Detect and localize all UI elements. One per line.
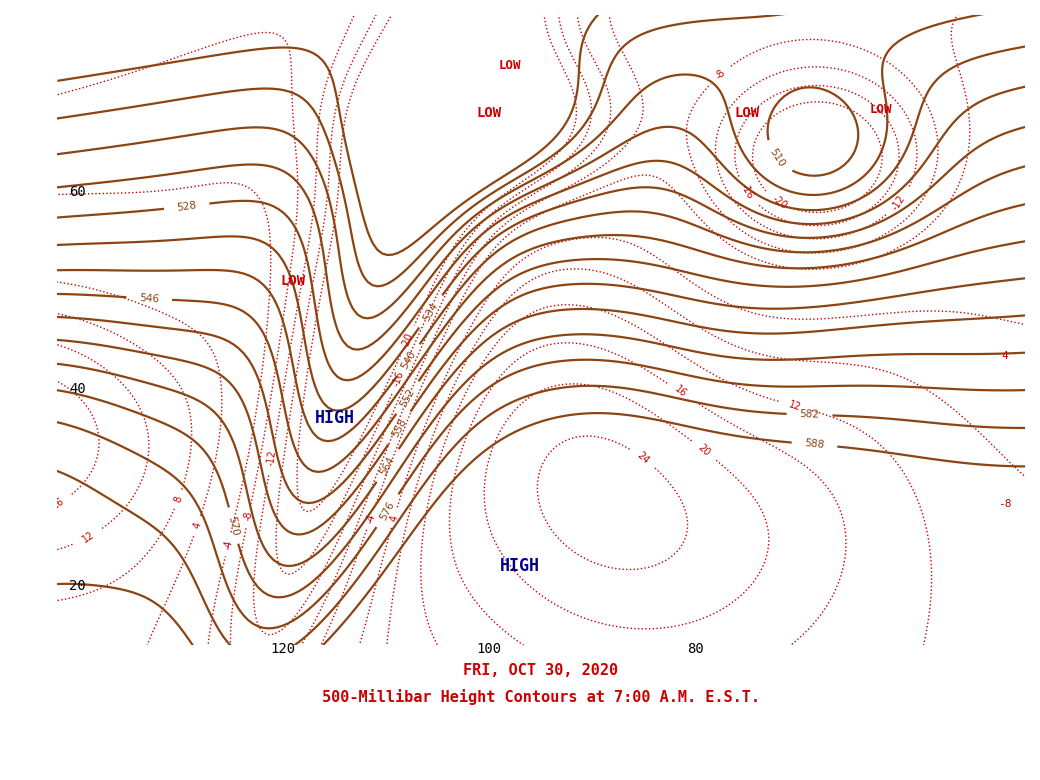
Text: -8: -8 [242, 511, 254, 522]
Text: -12: -12 [265, 449, 278, 466]
Text: -4: -4 [365, 512, 376, 524]
Text: 528: 528 [176, 200, 198, 213]
Text: 40: 40 [69, 381, 85, 395]
Text: 500-Millibar Height Contours at 7:00 A.M. E.S.T.: 500-Millibar Height Contours at 7:00 A.M… [321, 689, 760, 704]
Text: FRI, OCT 30, 2020: FRI, OCT 30, 2020 [463, 664, 619, 679]
Text: -12: -12 [890, 193, 907, 212]
Text: -4: -4 [223, 539, 234, 550]
Text: 16: 16 [51, 495, 67, 511]
Text: -16: -16 [738, 182, 755, 200]
Text: LOW: LOW [281, 274, 306, 288]
Text: HIGH: HIGH [500, 557, 540, 575]
Text: 80: 80 [687, 643, 704, 657]
Text: -8: -8 [713, 68, 727, 82]
Text: 4: 4 [1002, 351, 1008, 361]
Text: 24: 24 [635, 450, 651, 466]
Text: 546: 546 [139, 293, 159, 304]
Text: 20: 20 [696, 442, 712, 459]
Text: 4: 4 [191, 521, 203, 530]
Text: 8: 8 [173, 495, 184, 504]
Text: 20: 20 [69, 579, 85, 593]
Text: 12: 12 [81, 530, 97, 544]
Text: 540: 540 [399, 349, 418, 371]
Text: LOW: LOW [476, 106, 502, 120]
Text: 8: 8 [381, 654, 391, 661]
Text: LOW: LOW [869, 104, 892, 116]
Text: -20: -20 [771, 193, 789, 211]
Text: 588: 588 [804, 438, 825, 451]
Text: 12: 12 [787, 399, 802, 413]
Text: HIGH: HIGH [315, 410, 355, 427]
Text: 20: 20 [0, 452, 3, 466]
Text: 4: 4 [389, 514, 399, 522]
Text: LOW: LOW [734, 106, 759, 120]
Text: 100: 100 [476, 643, 502, 657]
Text: 60: 60 [69, 185, 85, 199]
Text: 510: 510 [15, 116, 35, 130]
Text: 510: 510 [768, 147, 786, 168]
Text: 504: 504 [24, 77, 46, 91]
Text: LOW: LOW [498, 59, 521, 72]
Text: 558: 558 [390, 417, 409, 439]
Text: -20: -20 [400, 332, 415, 349]
Text: 576: 576 [379, 500, 396, 522]
Text: 534: 534 [421, 300, 440, 323]
Text: 120: 120 [270, 643, 295, 657]
Text: 570: 570 [227, 515, 240, 537]
Text: 582: 582 [800, 410, 820, 420]
Text: 552: 552 [398, 386, 417, 409]
Text: -16: -16 [391, 370, 406, 388]
Text: 16: 16 [673, 385, 688, 399]
Text: 564: 564 [379, 454, 397, 477]
Text: -8: -8 [997, 499, 1011, 509]
